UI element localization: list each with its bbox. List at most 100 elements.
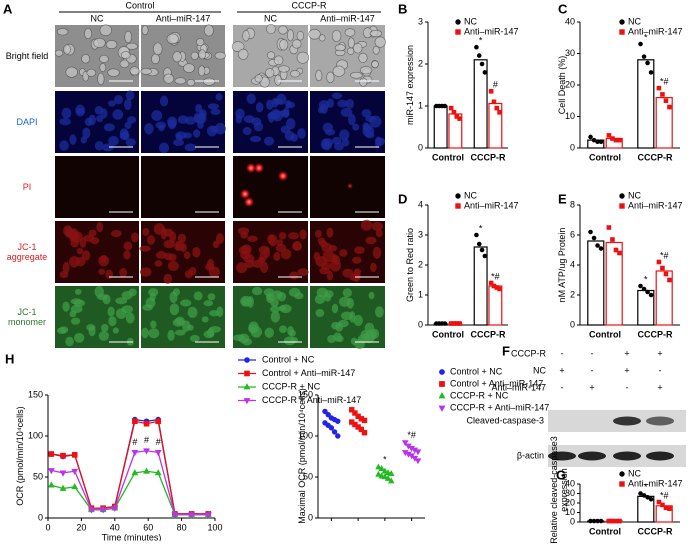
cell xyxy=(203,330,215,339)
cell xyxy=(151,53,160,65)
cell xyxy=(208,266,220,278)
blot-band xyxy=(613,451,641,461)
blot-band xyxy=(578,451,606,461)
cell xyxy=(84,117,93,127)
cell xyxy=(142,227,150,236)
cell xyxy=(266,292,273,301)
x-tick-label: 60 xyxy=(143,522,153,532)
cell xyxy=(76,247,84,255)
cell xyxy=(94,141,104,151)
cell xyxy=(81,250,91,261)
annotation: * xyxy=(644,482,648,492)
panel-letter: E xyxy=(558,191,567,206)
cell xyxy=(175,133,183,141)
annotation: # xyxy=(132,437,137,447)
cell xyxy=(235,114,243,124)
cell xyxy=(115,297,128,305)
data-point xyxy=(442,103,448,109)
y-tick-label: 3 xyxy=(418,229,423,239)
data-point xyxy=(617,137,622,143)
y-tick-label: 3 xyxy=(418,16,423,26)
cell xyxy=(119,59,130,69)
cell xyxy=(193,112,201,123)
cell xyxy=(120,51,131,60)
cell xyxy=(198,65,206,77)
cell xyxy=(278,325,288,333)
cell xyxy=(187,306,198,318)
cell xyxy=(206,125,218,137)
x-tick-label: 80 xyxy=(177,522,187,532)
cell xyxy=(98,255,110,267)
data-point xyxy=(645,495,650,500)
cell xyxy=(207,293,216,301)
condition-sign: - xyxy=(561,382,564,392)
data-point xyxy=(482,70,488,75)
data-point xyxy=(448,105,454,111)
cell xyxy=(184,270,193,279)
cell xyxy=(112,109,124,120)
y-tick-label: 0 xyxy=(570,319,575,329)
data-point xyxy=(656,85,662,91)
condition-sign: + xyxy=(657,382,662,392)
cell xyxy=(139,245,151,252)
cell xyxy=(80,136,87,144)
legend-marker xyxy=(619,19,625,25)
cell xyxy=(242,338,253,346)
legend-marker xyxy=(619,29,625,35)
cell xyxy=(71,317,81,325)
cell xyxy=(150,320,157,329)
cell xyxy=(108,135,119,146)
annotation: * xyxy=(479,223,483,233)
cell xyxy=(153,42,163,56)
legend-label: NC xyxy=(464,190,477,200)
cell xyxy=(160,227,168,240)
cell xyxy=(358,52,368,63)
cell xyxy=(326,98,334,108)
band-label: β-actin xyxy=(517,450,544,460)
cell xyxy=(349,273,361,282)
data-point xyxy=(401,440,409,447)
data-point xyxy=(476,241,482,247)
data-point xyxy=(71,483,79,490)
cell xyxy=(296,31,305,41)
cell xyxy=(203,24,214,37)
cell xyxy=(365,236,377,245)
pi-spot xyxy=(244,197,254,207)
cell xyxy=(108,100,116,107)
cell xyxy=(167,119,177,130)
cell xyxy=(112,327,119,334)
pi-spot xyxy=(278,171,288,181)
cell xyxy=(180,299,192,307)
cell xyxy=(163,73,175,84)
annotation: # xyxy=(493,80,498,90)
cell xyxy=(374,36,386,48)
cell xyxy=(114,94,123,105)
cell xyxy=(148,328,160,339)
data-point xyxy=(358,426,365,433)
cell xyxy=(96,221,104,233)
data-point xyxy=(322,408,328,415)
x-tick-label: 20 xyxy=(76,522,86,532)
annotation: *# xyxy=(407,430,416,440)
cell xyxy=(102,294,111,305)
cell xyxy=(100,108,108,119)
legend-marker xyxy=(619,193,625,199)
cell xyxy=(198,49,206,60)
cell xyxy=(107,306,115,317)
cell xyxy=(141,25,149,36)
cell xyxy=(278,232,287,240)
cell xyxy=(69,134,77,145)
row-label: Bright field xyxy=(5,51,49,61)
data-point xyxy=(143,448,150,455)
cell xyxy=(364,322,375,334)
cell xyxy=(196,37,205,47)
panel-letter: D xyxy=(398,191,407,206)
cell xyxy=(110,229,122,238)
x-tick-label: Control xyxy=(589,526,621,536)
data-point xyxy=(663,98,669,104)
data-point xyxy=(645,289,650,295)
cell xyxy=(299,229,307,240)
cell xyxy=(236,262,248,274)
data-point xyxy=(588,134,593,140)
cell xyxy=(155,121,167,129)
